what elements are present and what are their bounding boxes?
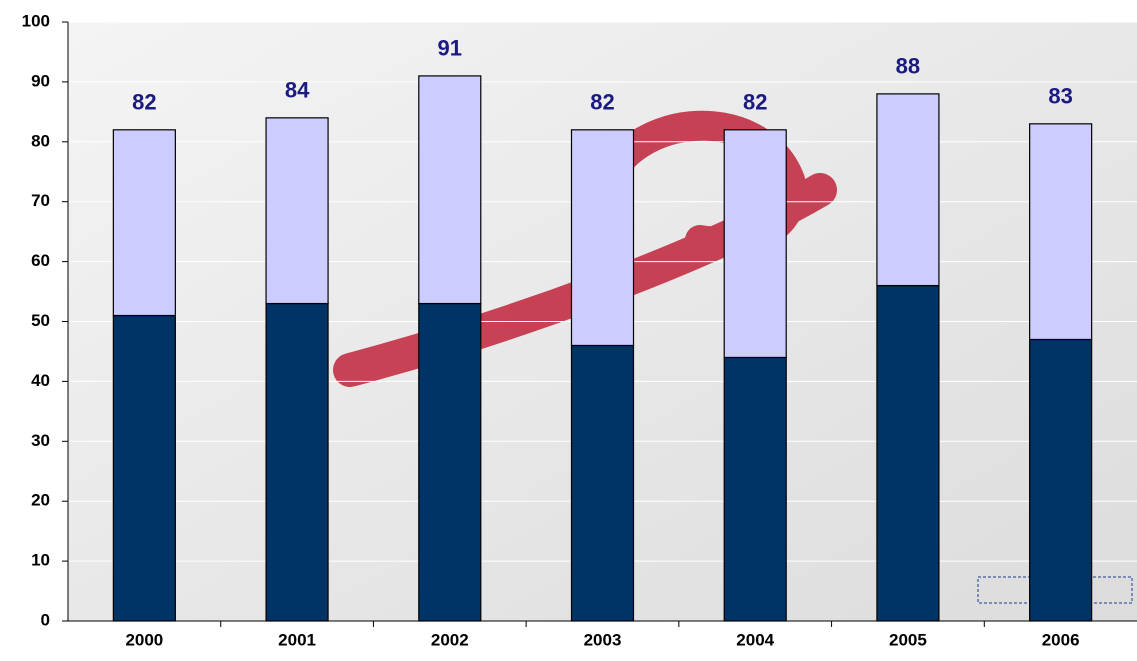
- bar-segment: [570, 344, 635, 622]
- y-tick-label: 60: [31, 251, 50, 270]
- y-tick-label: 70: [31, 191, 50, 210]
- x-tick-label: 2004: [736, 630, 774, 649]
- y-tick-label: 10: [31, 551, 50, 570]
- y-tick-label: 0: [41, 610, 50, 629]
- bar-segment: [265, 302, 329, 622]
- bar-segment: [876, 93, 940, 287]
- bar-segment: [1029, 123, 1093, 341]
- x-tick-label: 2001: [278, 630, 316, 649]
- y-tick-label: 30: [31, 431, 50, 450]
- bar-segment: [876, 284, 940, 622]
- y-tick-label: 90: [31, 71, 50, 90]
- bar-segment: [418, 302, 482, 622]
- x-tick-label: 2006: [1042, 630, 1080, 649]
- y-tick-label: 20: [31, 491, 50, 510]
- bar-segment: [723, 129, 787, 359]
- total-label: 82: [590, 90, 614, 115]
- bar-segment: [418, 75, 482, 305]
- x-tick-label: 2002: [431, 630, 469, 649]
- x-tick-label: 2005: [889, 630, 927, 649]
- total-label: 88: [896, 54, 920, 79]
- bar-segment: [112, 129, 176, 317]
- total-label: 82: [132, 90, 156, 115]
- total-label: 83: [1048, 84, 1072, 109]
- y-tick-label: 100: [22, 11, 50, 30]
- bar-segment: [570, 129, 635, 347]
- x-tick-label: 2000: [125, 630, 163, 649]
- y-tick-label: 80: [31, 131, 50, 150]
- y-tick-label: 40: [31, 371, 50, 390]
- bar-segment: [723, 356, 787, 622]
- total-label: 84: [285, 78, 310, 103]
- bar-segment: [265, 117, 329, 305]
- total-label: 91: [438, 36, 462, 61]
- bar-segment: [112, 314, 176, 622]
- total-label: 82: [743, 90, 767, 115]
- x-tick-label: 2003: [584, 630, 622, 649]
- bar-segment: [1029, 338, 1093, 622]
- y-tick-label: 50: [31, 311, 50, 330]
